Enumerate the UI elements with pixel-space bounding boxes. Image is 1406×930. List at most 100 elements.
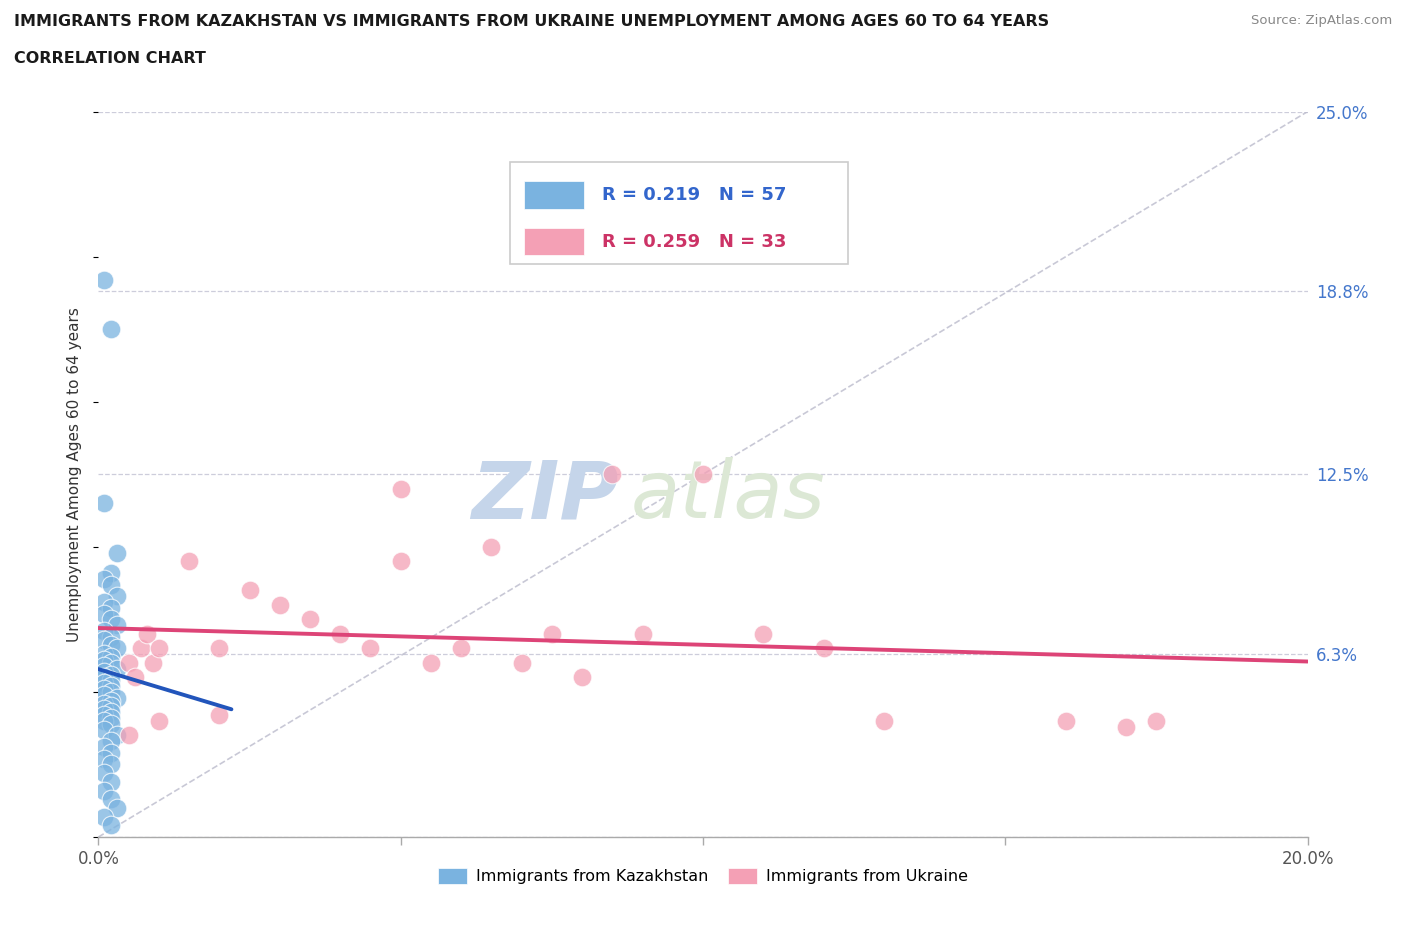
Point (100, 630, 122, 644)
Point (93, 739, 115, 754)
Point (100, 746, 122, 761)
Point (93, 696, 115, 711)
Point (93, 676, 115, 691)
Text: atlas: atlas (630, 457, 825, 535)
Point (100, 578, 122, 592)
Point (873, 713, 896, 728)
Point (481, 539, 503, 554)
Point (360, 641, 382, 656)
Point (208, 641, 231, 656)
Point (100, 699, 122, 714)
FancyBboxPatch shape (509, 163, 848, 264)
Point (100, 734, 122, 749)
Point (93, 708, 115, 723)
Point (571, 670, 593, 684)
Point (93, 670, 115, 684)
Point (118, 728, 141, 743)
Point (105, 690, 128, 705)
Y-axis label: Unemployment Among Ages 60 to 64 years: Unemployment Among Ages 60 to 64 years (67, 307, 83, 642)
Point (105, 728, 128, 743)
Text: R = 0.259   N = 33: R = 0.259 N = 33 (602, 232, 786, 250)
Point (93, 594, 115, 609)
Point (93, 809, 115, 824)
Text: ZIP: ZIP (471, 457, 619, 535)
Point (100, 322, 122, 337)
Point (389, 482, 412, 497)
Point (602, 467, 624, 482)
Text: R = 0.219   N = 57: R = 0.219 N = 57 (602, 186, 786, 204)
Point (1144, 713, 1167, 728)
Point (100, 716, 122, 731)
Bar (524, 228, 583, 256)
Point (93, 571, 115, 586)
Point (100, 656, 122, 671)
Point (239, 583, 262, 598)
Point (329, 627, 352, 642)
Point (93, 496, 115, 511)
Point (148, 713, 170, 728)
Point (93, 682, 115, 697)
Point (208, 708, 231, 723)
Point (100, 612, 122, 627)
Point (420, 656, 443, 671)
Point (100, 601, 122, 616)
Point (631, 627, 654, 642)
Point (105, 661, 128, 676)
Point (100, 818, 122, 833)
Point (100, 638, 122, 653)
Point (299, 612, 322, 627)
Point (813, 641, 835, 656)
Point (93, 623, 115, 638)
Point (93, 765, 115, 780)
Point (93, 658, 115, 673)
Bar (524, 181, 583, 208)
Point (129, 641, 152, 656)
Point (93, 646, 115, 661)
Point (1054, 713, 1077, 728)
Point (93, 687, 115, 702)
Point (1115, 719, 1137, 734)
Point (93, 606, 115, 621)
Point (93, 702, 115, 717)
Text: IMMIGRANTS FROM KAZAKHSTAN VS IMMIGRANTS FROM UKRAINE UNEMPLOYMENT AMONG AGES 60: IMMIGRANTS FROM KAZAKHSTAN VS IMMIGRANTS… (14, 14, 1049, 29)
Point (510, 656, 533, 671)
Point (269, 597, 291, 612)
Point (93, 723, 115, 737)
Point (93, 632, 115, 647)
Point (100, 667, 122, 682)
Point (389, 554, 412, 569)
Point (105, 545, 128, 560)
Point (100, 711, 122, 725)
Text: Source: ZipAtlas.com: Source: ZipAtlas.com (1251, 14, 1392, 27)
Point (540, 627, 562, 642)
Point (93, 783, 115, 798)
Point (142, 656, 165, 671)
Point (100, 650, 122, 665)
Point (100, 705, 122, 720)
Point (148, 641, 170, 656)
Point (100, 565, 122, 580)
Point (692, 467, 714, 482)
Point (100, 693, 122, 708)
Point (450, 641, 472, 656)
Point (118, 656, 141, 671)
Point (179, 554, 201, 569)
Point (93, 664, 115, 679)
Point (93, 653, 115, 668)
Point (93, 751, 115, 766)
Point (752, 627, 775, 642)
Point (105, 589, 128, 604)
Point (105, 641, 128, 656)
Point (124, 670, 146, 684)
Point (105, 801, 128, 816)
Point (93, 272, 115, 287)
Point (100, 757, 122, 772)
Point (105, 618, 128, 632)
Point (100, 791, 122, 806)
Point (100, 684, 122, 699)
Point (100, 673, 122, 688)
Point (100, 679, 122, 694)
Point (135, 627, 157, 642)
Legend: Immigrants from Kazakhstan, Immigrants from Ukraine: Immigrants from Kazakhstan, Immigrants f… (432, 862, 974, 891)
Point (93, 713, 115, 728)
